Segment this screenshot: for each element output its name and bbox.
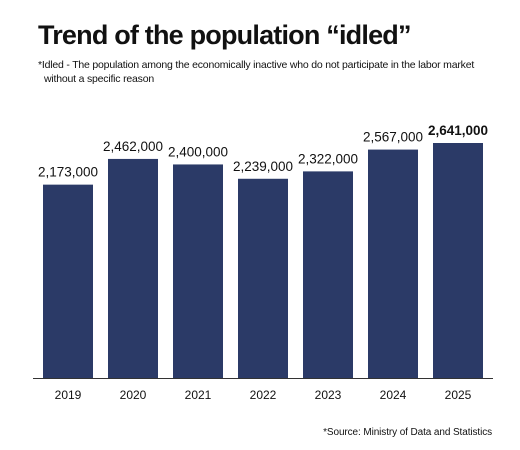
x-tick-label-2025: 2025	[445, 388, 472, 402]
chart-subtitle: *Idled - The population among the econom…	[38, 58, 478, 86]
value-label-2020: 2,462,000	[103, 139, 163, 154]
x-tick-label-2019: 2019	[55, 388, 82, 402]
bar-2022	[238, 178, 288, 378]
bar-2020	[108, 158, 158, 378]
bar-2019	[43, 184, 93, 378]
x-tick-label-2023: 2023	[315, 388, 342, 402]
value-label-2024: 2,567,000	[363, 130, 423, 145]
chart-title: Trend of the population “idled”	[38, 20, 411, 50]
value-label-2021: 2,400,000	[168, 144, 228, 159]
value-label-2023: 2,322,000	[298, 151, 358, 166]
bar-2021	[173, 164, 223, 378]
bar-2025	[433, 143, 483, 378]
subtitle-line-2: without a specific reason	[44, 73, 154, 85]
value-label-2022: 2,239,000	[233, 159, 293, 174]
bar-2024	[368, 149, 418, 378]
x-tick-label-2022: 2022	[250, 388, 277, 402]
value-label-2025: 2,641,000	[428, 123, 488, 138]
x-tick-label-2021: 2021	[185, 388, 212, 402]
source-note: *Source: Ministry of Data and Statistics	[323, 427, 492, 438]
value-label-2019: 2,173,000	[38, 165, 98, 180]
bar-2023	[303, 171, 353, 378]
subtitle-line-1: *Idled - The population among the econom…	[38, 59, 475, 71]
x-tick-label-2020: 2020	[120, 388, 147, 402]
x-tick-label-2024: 2024	[380, 388, 407, 402]
